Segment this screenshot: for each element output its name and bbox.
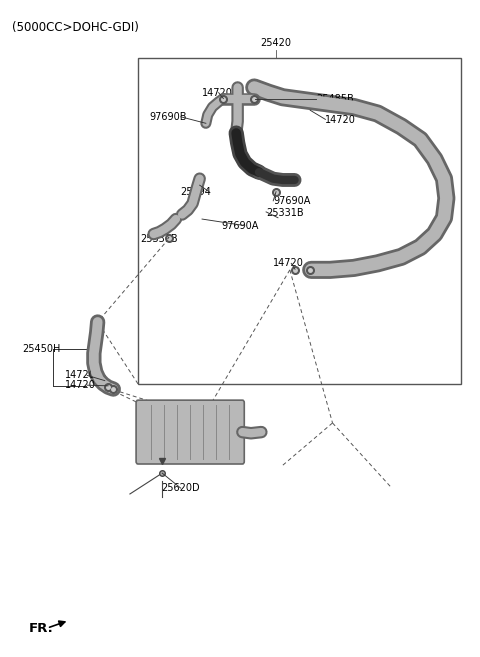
Text: FR.: FR. [29, 622, 54, 635]
Text: 25494: 25494 [180, 187, 212, 196]
Text: 25331B: 25331B [266, 208, 304, 217]
Text: 14720: 14720 [64, 380, 96, 390]
Text: 97690B: 97690B [150, 112, 187, 122]
FancyBboxPatch shape [136, 400, 244, 464]
Text: 14720: 14720 [64, 371, 96, 380]
Text: 97690A: 97690A [221, 221, 258, 231]
Text: 97690A: 97690A [273, 196, 311, 206]
Text: 25450H: 25450H [22, 344, 60, 354]
Text: 14720: 14720 [202, 87, 233, 98]
Bar [138, 58, 461, 384]
Text: 14720: 14720 [273, 258, 304, 268]
Text: 25420: 25420 [260, 38, 291, 49]
Text: 25620D: 25620D [162, 483, 200, 493]
Text: 25485B: 25485B [316, 94, 354, 104]
Text: 25331B: 25331B [140, 234, 178, 244]
Text: 14720: 14720 [325, 115, 356, 125]
Text: (5000CC>DOHC-GDI): (5000CC>DOHC-GDI) [12, 21, 139, 34]
